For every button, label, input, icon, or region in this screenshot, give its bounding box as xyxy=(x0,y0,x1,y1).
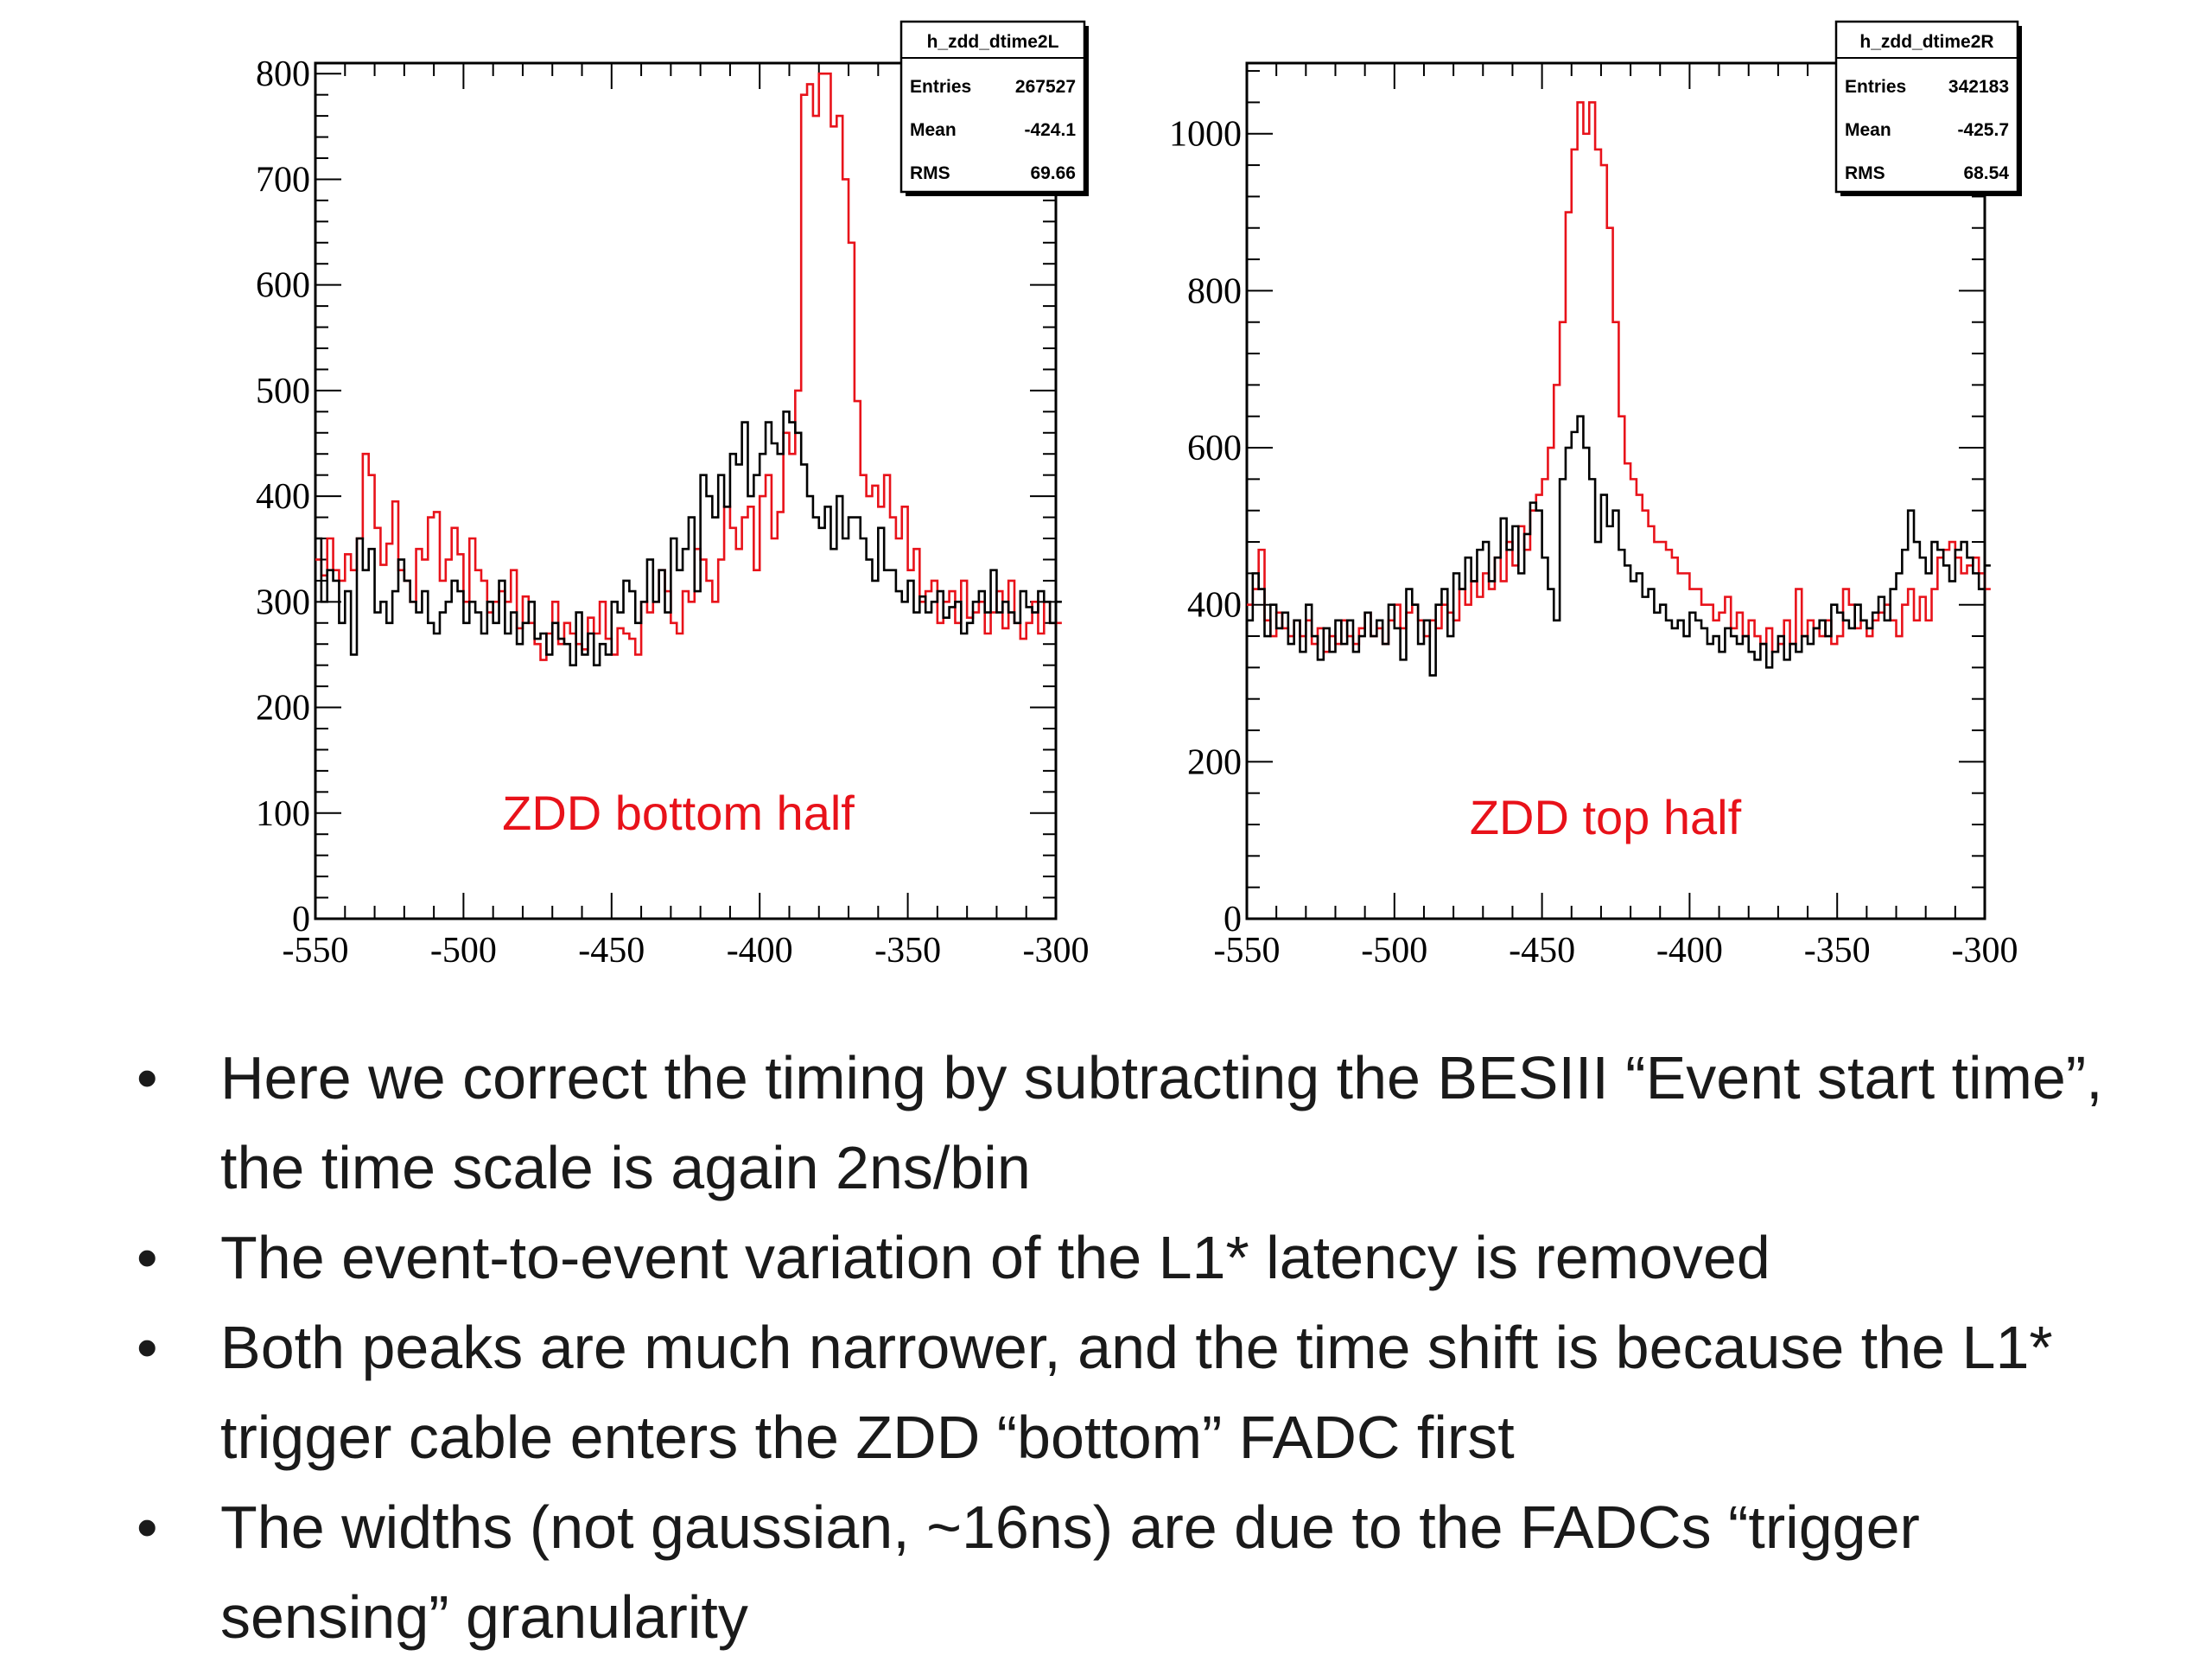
histogram-series xyxy=(315,72,1062,661)
stats-label: Mean xyxy=(1845,120,1891,140)
stats-box xyxy=(1834,20,2019,194)
bullet-item: • Both peaks are much narrower, and the t… xyxy=(121,1302,2108,1482)
bullet-marker: • xyxy=(137,1224,158,1291)
stats-value: 68.54 xyxy=(1963,163,2009,183)
x-tick-label: -300 xyxy=(1952,931,2018,971)
bullet-text: Here we correct the timing by subtractin… xyxy=(220,1044,2103,1201)
y-tick-label: 0 xyxy=(1224,900,1242,939)
bullet-marker: • xyxy=(137,1493,158,1561)
stats-value: -424.1 xyxy=(1024,120,1076,140)
bullet-text: The event-to-event variation of the L1* … xyxy=(220,1224,1770,1291)
x-tick-label: -550 xyxy=(283,931,349,971)
y-tick-label: 600 xyxy=(1187,429,1242,468)
bullet-item: • The event-to-event variation of the L1*… xyxy=(121,1213,2108,1302)
stats-label: RMS xyxy=(1845,163,1885,183)
y-tick-label: 700 xyxy=(256,160,310,200)
y-tick-label: 300 xyxy=(256,583,310,622)
histogram-panel: -550 -500 -450 -400 -350 -300 0 100 200 300 400 500… xyxy=(256,20,1090,971)
plot-frame xyxy=(314,61,1058,920)
histogram-series xyxy=(315,411,1062,666)
bullet-item: • Here we correct the timing by subtracti… xyxy=(121,1033,2108,1213)
histogram-name: h_zdd_dtime2L xyxy=(927,32,1059,52)
stats-label: Entries xyxy=(1845,77,1906,97)
stats-box xyxy=(899,20,1086,194)
stats-label: RMS xyxy=(910,163,950,183)
bullet-marker: • xyxy=(137,1044,158,1111)
bullet-text: The widths (not gaussian, ~16ns) are due… xyxy=(220,1493,1920,1651)
y-tick-label: 600 xyxy=(256,266,310,306)
x-tick-label: -400 xyxy=(727,931,793,971)
x-tick-label: -300 xyxy=(1023,931,1090,971)
stats-value: 69.66 xyxy=(1030,163,1076,183)
histogram-name: h_zdd_dtime2R xyxy=(1859,32,1993,52)
chart-annotation: ZDD top half xyxy=(1470,790,1742,844)
x-tick-label: -450 xyxy=(578,931,645,971)
x-tick-label: -450 xyxy=(1509,931,1575,971)
stats-value: -425.7 xyxy=(1957,120,2009,140)
y-tick-label: 1000 xyxy=(1169,115,1242,155)
x-tick-label: -350 xyxy=(1804,931,1871,971)
y-tick-label: 400 xyxy=(256,477,310,517)
bullet-item: • The widths (not gaussian, ~16ns) are du… xyxy=(121,1482,2108,1662)
chart-annotation: ZDD bottom half xyxy=(502,786,855,840)
y-tick-label: 200 xyxy=(1187,742,1242,782)
stats-value: 342183 xyxy=(1948,77,2009,97)
stats-value: 267527 xyxy=(1015,77,1076,97)
y-tick-label: 100 xyxy=(256,794,310,834)
histogram-panels: -550 -500 -450 -400 -350 -300 0 100 200 300 400 500… xyxy=(256,20,2022,971)
plot-frame xyxy=(1245,61,1986,920)
x-tick-label: -350 xyxy=(874,931,941,971)
x-tick-label: -400 xyxy=(1656,931,1723,971)
stats-label: Mean xyxy=(910,120,957,140)
bullet-marker: • xyxy=(137,1314,158,1381)
stats-label: Entries xyxy=(910,77,971,97)
x-tick-label: -500 xyxy=(1361,931,1427,971)
y-tick-label: 0 xyxy=(292,900,310,939)
y-tick-label: 500 xyxy=(256,372,310,411)
histogram-series xyxy=(1247,415,1991,677)
y-tick-label: 800 xyxy=(1187,271,1242,311)
bullet-text: Both peaks are much narrower, and the ti… xyxy=(220,1314,2053,1471)
y-tick-label: 200 xyxy=(256,689,310,729)
y-tick-label: 800 xyxy=(256,54,310,94)
histogram-panel: -550 -500 -450 -400 -350 -300 0 200 400 600 800 100… xyxy=(1169,20,2022,971)
x-tick-label: -550 xyxy=(1214,931,1281,971)
bullet-list: • Here we correct the timing by subtracti… xyxy=(121,1033,2108,1662)
y-tick-label: 400 xyxy=(1187,586,1242,626)
x-tick-label: -500 xyxy=(430,931,497,971)
